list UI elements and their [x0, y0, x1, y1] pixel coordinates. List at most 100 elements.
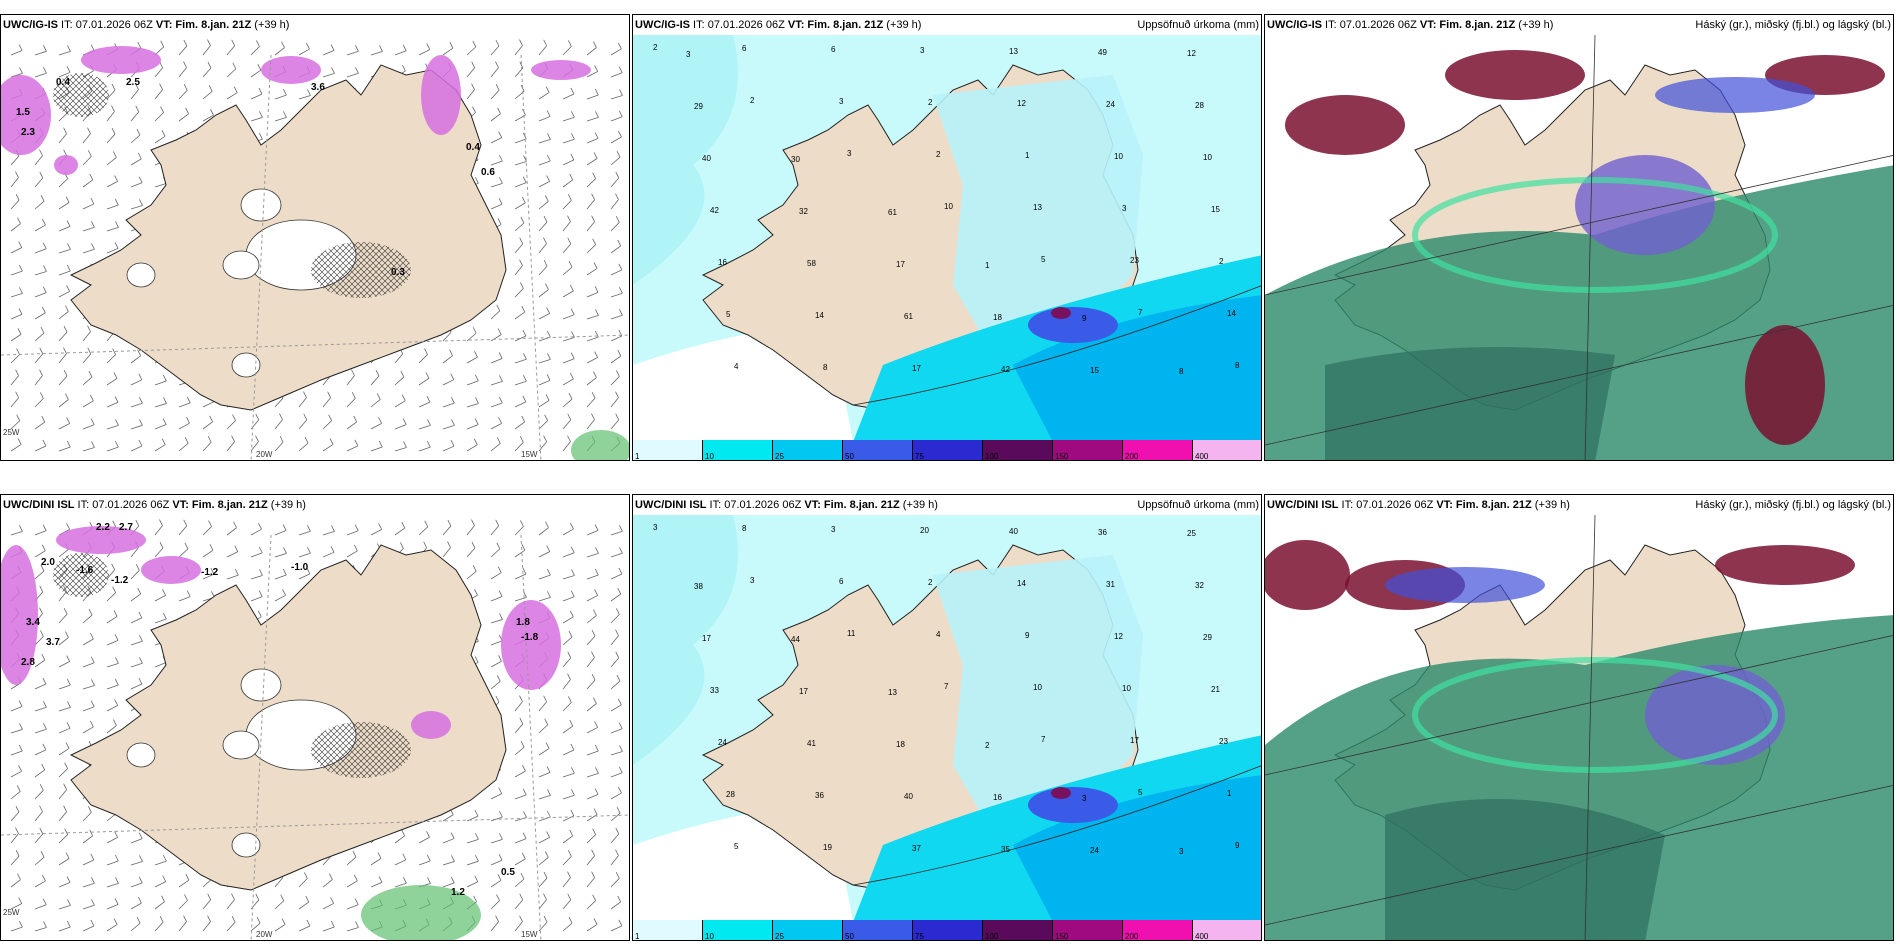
colorbar-label: 1 [635, 932, 640, 941]
precip-value: 1 [1025, 151, 1030, 160]
precip-value: 23 [1130, 256, 1139, 265]
precip-map: 3 3 11 7 7 5 9 8 6 4 10 17 1 5 3 2 9 10 23 28 19 20 14 12 21 24 36… [633, 515, 1261, 922]
precip-value: 17 [702, 634, 711, 643]
precip-blob [261, 56, 321, 84]
panel-dini-precip: UWC/DINI ISL IT: 07.01.2026 06Z VT: Fim.… [632, 494, 1262, 941]
precip-value: 16 [718, 258, 727, 267]
precip-value: 3 [920, 46, 925, 55]
colorbar-label: 25 [775, 932, 784, 941]
colorbar-label: 150 [1055, 932, 1069, 941]
precip-value: 37 [912, 844, 921, 853]
precip-value: 3 [831, 525, 836, 534]
precip-blob [531, 60, 591, 80]
contour-label: 2.0 [41, 557, 55, 568]
panel-header: UWC/DINI ISL IT: 07.01.2026 06Z VT: Fim.… [635, 499, 1259, 511]
contour-label: -1.8 [521, 632, 539, 643]
precip-value: 24 [1090, 846, 1099, 855]
colorbar-label: 100 [985, 452, 999, 461]
glacier [126, 262, 156, 288]
precip-value: 12 [1187, 49, 1196, 58]
panel-header: UWC/IG-IS IT: 07.01.2026 06Z VT: Fim. 8.… [1267, 19, 1891, 31]
precip-value: 4 [734, 362, 739, 371]
colorbar-segment [1193, 440, 1261, 460]
precip-value: 3 [1082, 794, 1087, 803]
panel-header: UWC/IG-IS IT: 07.01.2026 06Z VT: Fim. 8.… [635, 19, 1259, 31]
precip-value: 36 [1098, 528, 1107, 537]
precip-value: 20 [920, 526, 929, 535]
precip-value: 17 [912, 364, 921, 373]
precip-value: 41 [807, 739, 816, 748]
precip-value: 2 [928, 578, 933, 587]
cloud-svg [1265, 35, 1893, 460]
contour-label: 0.5 [501, 867, 515, 878]
contour-label: 2.3 [21, 127, 35, 138]
hatched-region [311, 722, 411, 778]
precip-value: 32 [799, 207, 808, 216]
colorbar-label: 200 [1125, 932, 1139, 941]
contour-label: 2.2 [96, 522, 110, 533]
panel-header: UWC/IG-IS IT: 07.01.2026 06Z VT: Fim. 8.… [3, 19, 290, 31]
colorbar-segment [913, 440, 983, 460]
precip-value: 14 [1017, 579, 1026, 588]
colorbar-segment [633, 920, 703, 940]
precip-value: 58 [807, 259, 816, 268]
precip-value: 3 [750, 576, 755, 585]
precip-colorbar: 1 10 25 50 75 100 150 200 400 [633, 440, 1261, 460]
precip-value: 42 [710, 206, 719, 215]
panel-ig-precip: UWC/IG-IS IT: 07.01.2026 06Z VT: Fim. 8.… [632, 14, 1262, 461]
precip-value: 44 [791, 635, 800, 644]
precip-value: 32 [1195, 581, 1204, 590]
glacier [240, 188, 282, 222]
precip-value: 17 [1130, 736, 1139, 745]
precip-value: 28 [726, 790, 735, 799]
precip-value: 7 [1041, 735, 1046, 744]
precip-value: 7 [944, 682, 949, 691]
colorbar-segment [1193, 920, 1261, 940]
colorbar-segment [843, 920, 913, 940]
mid-cloud-area [1645, 665, 1785, 765]
precip-value: 15 [1090, 366, 1099, 375]
colorbar-segment [983, 440, 1053, 460]
precip-value: 13 [1009, 47, 1018, 56]
colorbar-label: 50 [845, 932, 854, 941]
precip-value: 6 [831, 45, 836, 54]
contour-label: 0.4 [56, 77, 70, 88]
glacier [126, 742, 156, 768]
precip-value: 2 [750, 96, 755, 105]
colorbar-segment [1053, 920, 1123, 940]
colorbar-label: 200 [1125, 452, 1139, 461]
precip-value: 18 [993, 313, 1002, 322]
precip-value: 38 [694, 582, 703, 591]
glacier [222, 730, 260, 760]
hatched-region [311, 242, 411, 298]
precip-value: 8 [823, 363, 828, 372]
precip-value: 21 [1211, 685, 1220, 694]
precip-value: 12 [1114, 632, 1123, 641]
precip-value: 8 [1179, 367, 1184, 376]
precip-blob [54, 155, 78, 175]
panel-dini-cloud: UWC/DINI ISL IT: 07.01.2026 06Z VT: Fim.… [1264, 494, 1894, 941]
contour-label: -1.6 [76, 565, 94, 576]
precip-value: 42 [1001, 365, 1010, 374]
precip-value: 8 [1235, 361, 1240, 370]
colorbar-label: 150 [1055, 452, 1069, 461]
precip-value: 5 [1138, 788, 1143, 797]
precip-value: 40 [702, 154, 711, 163]
precip-value: 9 [1235, 841, 1240, 850]
precip-value: 16 [993, 793, 1002, 802]
precip-value: 14 [1227, 309, 1236, 318]
contour-label: 2.7 [119, 522, 133, 533]
high-cloud-area [1265, 540, 1350, 610]
panel-ig-wind: UWC/IG-IS IT: 07.01.2026 06Z VT: Fim. 8.… [0, 14, 630, 461]
precip-value: 3 [653, 523, 658, 532]
precip-value: 40 [1009, 527, 1018, 536]
precip-value: 13 [888, 688, 897, 697]
precip-value: 35 [1001, 845, 1010, 854]
contour-label: 0.3 [391, 267, 405, 278]
colorbar-label: 75 [915, 932, 924, 941]
precip-value: 19 [823, 843, 832, 852]
colorbar-segment [913, 920, 983, 940]
precip-value: 10 [1203, 153, 1212, 162]
precip-value: 3 [1122, 204, 1127, 213]
precip-value: 5 [726, 310, 731, 319]
